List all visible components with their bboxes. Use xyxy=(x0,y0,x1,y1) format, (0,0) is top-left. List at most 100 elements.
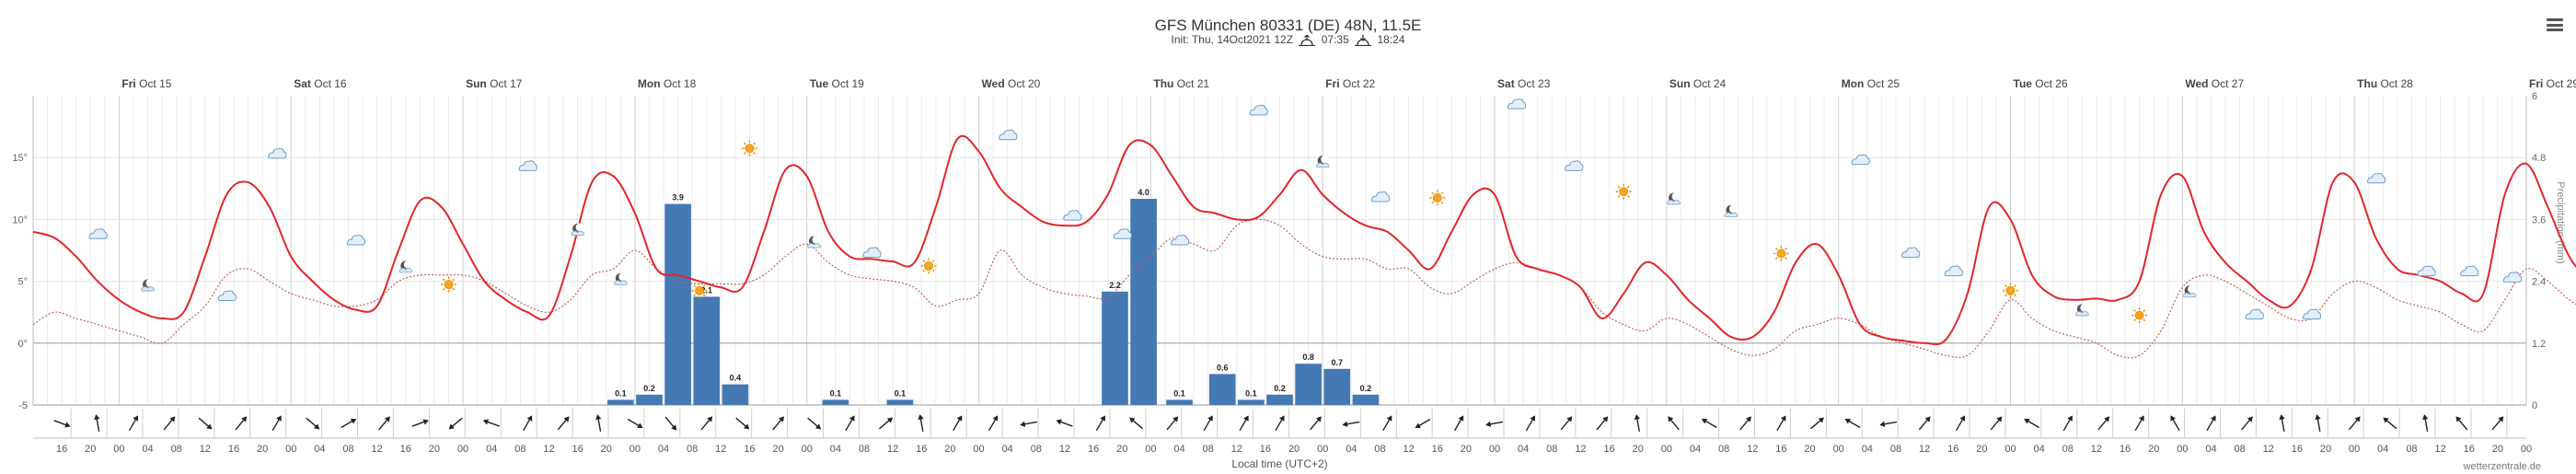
sun-icon xyxy=(1615,183,1632,200)
wind-arrow xyxy=(1634,414,1641,432)
wind-head xyxy=(1020,421,1026,427)
temperature-line xyxy=(32,134,2576,346)
day-label: Wed Oct 27 xyxy=(2185,77,2244,90)
hour-label: 08 xyxy=(171,444,182,455)
wind-arrow xyxy=(2383,417,2397,430)
wind-arrow xyxy=(1918,416,1931,431)
y-tick-label-left: 5° xyxy=(17,277,28,288)
sun-core xyxy=(1432,193,1442,202)
wind-head xyxy=(1634,414,1641,421)
moon-icon xyxy=(613,272,628,285)
hour-label: 08 xyxy=(1546,444,1557,455)
hour-label: 16 xyxy=(400,444,411,455)
sun-ray xyxy=(2004,284,2007,288)
hour-label: 12 xyxy=(1403,444,1414,455)
wind-head xyxy=(2024,418,2030,424)
hour-label: 08 xyxy=(687,444,698,455)
wind-arrow xyxy=(700,416,713,431)
y-tick-label-left: 0° xyxy=(17,339,28,350)
wind-head xyxy=(671,424,677,431)
hour-label: 00 xyxy=(2004,444,2016,455)
wind-head xyxy=(526,415,533,422)
day-name: Tue xyxy=(810,77,832,90)
precip-label: 4.0 xyxy=(1138,188,1149,197)
sun-core xyxy=(2134,310,2144,320)
precip-label: 2.2 xyxy=(1109,281,1121,290)
wind-head xyxy=(814,423,822,430)
day-name: Mon xyxy=(1842,77,1867,90)
wind-arrow xyxy=(664,416,677,431)
precip-bar xyxy=(1323,368,1351,405)
precip-label: 0.2 xyxy=(1274,384,1286,393)
sun-ray xyxy=(2143,309,2146,312)
wind-arrow xyxy=(627,418,643,429)
wind-head xyxy=(1386,415,1392,422)
wind-head xyxy=(2139,415,2144,422)
precip-label: 0.2 xyxy=(1360,384,1372,393)
hour-label: 12 xyxy=(715,444,726,455)
moon-cut xyxy=(1321,155,1330,164)
wind-head xyxy=(1278,415,1285,422)
precip-bar xyxy=(1166,399,1193,405)
day-label: Thu Oct 28 xyxy=(2357,77,2413,90)
sun-ray xyxy=(2014,284,2017,288)
hour-label: 16 xyxy=(228,444,239,455)
wind-head xyxy=(2455,416,2462,422)
day-label: Tue Oct 19 xyxy=(810,77,864,90)
wind-head xyxy=(1315,416,1322,422)
hour-label: 08 xyxy=(342,444,353,455)
moon-icon xyxy=(807,236,821,249)
wind-arrow xyxy=(1129,417,1144,430)
hour-label: 00 xyxy=(1833,444,1844,455)
precip-bar xyxy=(1352,394,1380,405)
cloud-shape xyxy=(2502,272,2523,283)
sun-ray xyxy=(2133,309,2136,312)
hour-label: 12 xyxy=(200,444,211,455)
precip-label: 3.9 xyxy=(672,193,684,202)
sun-ray xyxy=(743,151,746,155)
moon-cut xyxy=(618,272,628,282)
y-tick-label-left: -5 xyxy=(18,400,28,411)
day-label: Thu Oct 21 xyxy=(1153,77,1209,90)
moon-cut xyxy=(145,279,155,288)
day-name: Sat xyxy=(294,77,314,90)
cloud-icon xyxy=(1113,228,1132,239)
moon-cloud xyxy=(2074,311,2089,317)
wind-arrow xyxy=(879,417,894,430)
wind-arrow xyxy=(411,419,429,427)
sun-core xyxy=(924,260,933,271)
sun-core xyxy=(1776,249,1786,259)
cloud-shape xyxy=(2460,265,2479,277)
cloud-shape xyxy=(1944,265,1963,277)
hour-label: 20 xyxy=(85,444,96,455)
menu-icon[interactable] xyxy=(2547,18,2563,31)
moon-cloud xyxy=(2182,292,2197,298)
precip-bar xyxy=(886,399,914,405)
cloud-shape xyxy=(2417,265,2436,277)
hour-label: 00 xyxy=(1661,444,1672,455)
x-axis-title: Local time (UTC+2) xyxy=(1231,457,1327,470)
hour-label: 16 xyxy=(56,444,67,455)
sun-icon xyxy=(691,283,708,299)
hour-labels: 16 20 00 04 08 12 16 20 00 04 08 12 16 20 00 04 08 12 16 20… xyxy=(56,444,2532,455)
hour-label: 20 xyxy=(1288,444,1300,455)
wind-head xyxy=(2247,416,2253,422)
sun-icon xyxy=(920,258,937,274)
wind-arrow xyxy=(1056,419,1073,427)
day-date: Oct 29 xyxy=(2547,77,2576,90)
moon-cut xyxy=(2080,303,2089,312)
wind-head xyxy=(2170,415,2177,422)
hour-label: 20 xyxy=(1804,444,1815,455)
wind-arrow xyxy=(271,415,282,432)
wind-arrow xyxy=(1342,421,1360,427)
hour-label: 08 xyxy=(514,444,526,455)
hour-label: 20 xyxy=(1461,444,1472,455)
wind-arrow xyxy=(2315,414,2321,432)
sun-ray xyxy=(922,260,926,263)
wind-head xyxy=(1924,416,1931,422)
y-tick-label-right: 6 xyxy=(2532,91,2537,102)
wind-head xyxy=(206,423,213,430)
wind-head xyxy=(956,415,963,422)
hour-label: 16 xyxy=(1088,444,1099,455)
precip-bar xyxy=(1295,364,1322,405)
